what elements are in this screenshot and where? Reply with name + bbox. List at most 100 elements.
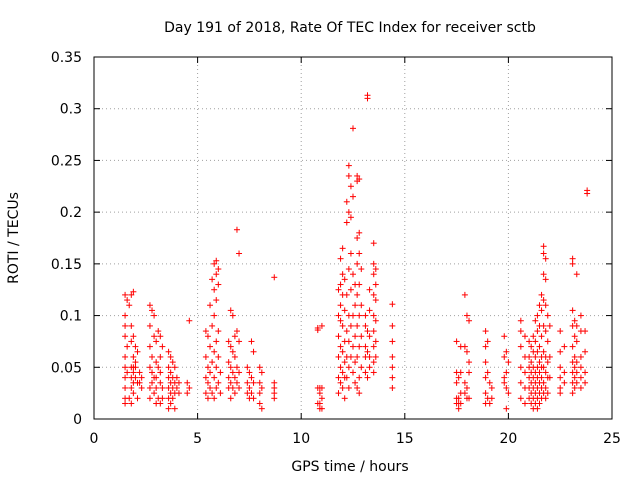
data-point-marker — [153, 384, 160, 391]
data-point-marker — [225, 374, 232, 381]
data-point-marker — [213, 271, 220, 278]
data-point-marker — [157, 369, 164, 376]
data-point-marker — [173, 374, 180, 381]
data-point-marker — [258, 384, 265, 391]
data-point-marker — [534, 312, 541, 319]
data-point-marker — [209, 276, 216, 283]
data-point-marker — [122, 400, 129, 407]
data-point-marker — [466, 369, 473, 376]
data-point-marker — [165, 364, 172, 371]
data-point-marker — [542, 369, 549, 376]
data-point-marker — [149, 379, 156, 386]
data-point-marker — [352, 333, 359, 340]
data-point-marker — [582, 328, 589, 335]
data-point-marker — [146, 322, 153, 329]
data-point-marker — [122, 312, 129, 319]
data-point-marker — [132, 343, 139, 350]
data-point-marker — [571, 353, 578, 360]
data-point-marker — [236, 384, 243, 391]
data-point-marker — [167, 400, 174, 407]
data-point-marker — [204, 395, 211, 402]
data-point-marker — [354, 353, 361, 360]
data-point-marker — [335, 390, 342, 397]
data-point-marker — [271, 379, 278, 386]
data-point-marker — [345, 209, 352, 216]
data-point-marker — [540, 379, 547, 386]
data-point-marker — [356, 343, 363, 350]
data-point-marker — [532, 338, 539, 345]
data-point-marker — [134, 395, 141, 402]
data-point-marker — [186, 317, 193, 324]
data-point-marker — [215, 353, 222, 360]
data-point-marker — [169, 359, 176, 366]
data-point-marker — [337, 317, 344, 324]
data-point-marker — [557, 348, 564, 355]
x-tick-label: 15 — [396, 431, 414, 447]
data-point-marker — [227, 395, 234, 402]
data-point-marker — [126, 302, 133, 309]
y-tick-label: 0.3 — [60, 102, 82, 118]
data-point-marker — [573, 369, 580, 376]
data-point-marker — [544, 312, 551, 319]
data-point-marker — [461, 343, 468, 350]
data-point-marker — [250, 379, 257, 386]
data-point-marker — [132, 374, 139, 381]
data-point-marker — [370, 312, 377, 319]
data-point-marker — [215, 328, 222, 335]
data-point-marker — [536, 359, 543, 366]
data-point-marker — [149, 353, 156, 360]
data-point-marker — [352, 379, 359, 386]
data-point-marker — [521, 400, 528, 407]
data-point-marker — [571, 333, 578, 340]
data-point-marker — [350, 369, 356, 376]
data-point-marker — [482, 390, 489, 397]
data-point-marker — [165, 405, 172, 412]
data-point-marker — [364, 374, 371, 381]
data-point-marker — [256, 400, 263, 407]
data-point-marker — [569, 307, 576, 314]
data-point-marker — [540, 348, 547, 355]
data-point-marker — [571, 317, 578, 324]
data-point-marker — [364, 95, 371, 102]
data-point-marker — [538, 333, 545, 340]
data-point-marker — [561, 343, 568, 350]
data-point-marker — [370, 291, 377, 298]
data-point-marker — [124, 343, 131, 350]
data-point-marker — [389, 353, 396, 360]
data-point-marker — [248, 374, 255, 381]
data-point-marker — [517, 395, 524, 402]
data-point-marker — [128, 338, 135, 345]
data-point-marker — [122, 374, 129, 381]
data-point-marker — [149, 307, 156, 314]
data-point-marker — [233, 226, 240, 233]
data-point-marker — [526, 353, 533, 360]
y-tick-label: 0.35 — [51, 50, 82, 66]
data-point-marker — [347, 183, 354, 190]
data-point-marker — [366, 333, 373, 340]
data-point-marker — [389, 301, 396, 308]
data-point-marker — [573, 379, 580, 386]
data-point-marker — [372, 317, 379, 324]
y-axis-label: ROTI / TECUs — [6, 192, 22, 284]
data-point-marker — [573, 271, 580, 278]
data-point-marker — [350, 125, 356, 132]
data-point-marker — [184, 390, 191, 397]
data-point-marker — [213, 297, 220, 304]
data-point-marker — [530, 333, 537, 340]
data-point-marker — [356, 176, 363, 183]
data-point-marker — [569, 255, 576, 262]
x-axis-label: GPS time / hours — [291, 459, 408, 475]
grid-lines — [94, 57, 612, 419]
data-point-marker — [542, 328, 549, 335]
data-point-marker — [122, 291, 129, 298]
data-point-marker — [461, 390, 468, 397]
data-point-marker — [536, 400, 543, 407]
data-point-marker — [372, 338, 379, 345]
data-point-marker — [354, 322, 361, 329]
data-point-marker — [229, 312, 236, 319]
data-point-marker — [217, 390, 224, 397]
data-point-marker — [347, 214, 354, 221]
y-tick-label: 0.15 — [51, 257, 82, 273]
data-point-marker — [345, 266, 352, 273]
data-point-marker — [534, 405, 541, 412]
